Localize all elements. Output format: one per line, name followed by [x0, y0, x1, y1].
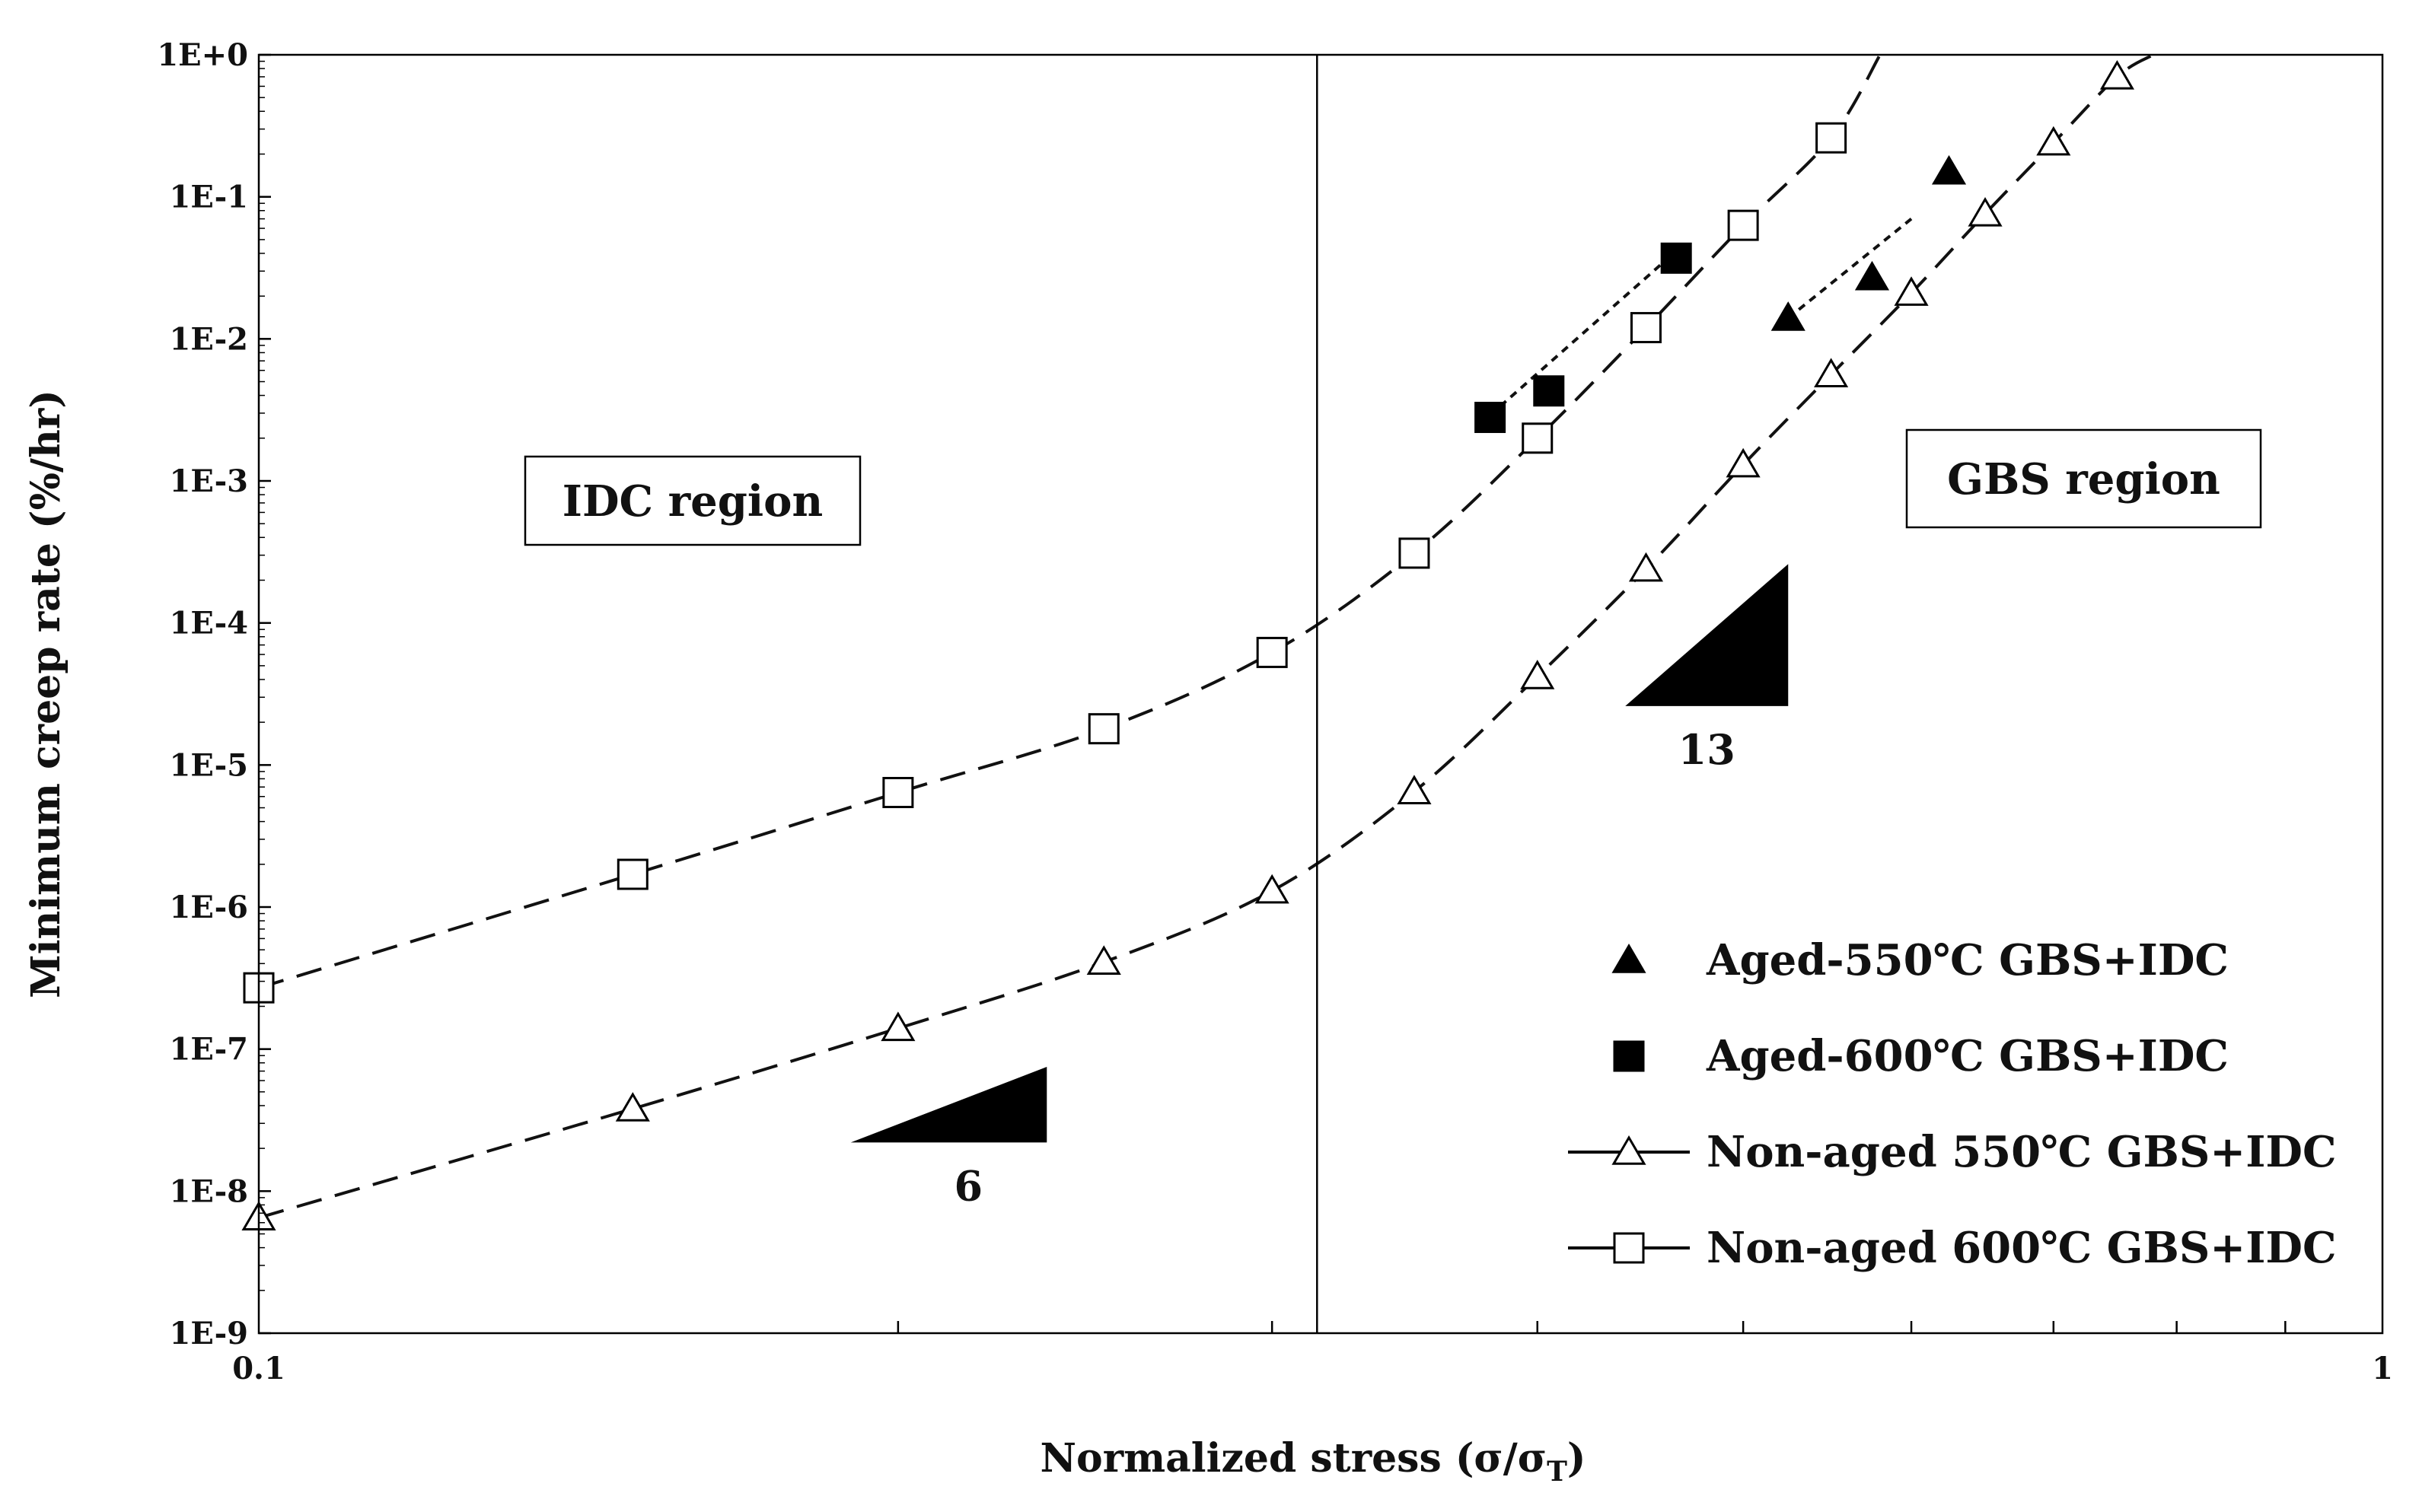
- aged-550-gbs-idc-point: [1931, 154, 1967, 185]
- x-tick-label: 1: [2372, 1351, 2393, 1386]
- aged-550-gbs-idc-point: [1770, 301, 1805, 331]
- non-aged-550-gbs-idc-point: [1726, 447, 1761, 478]
- idc-region-label: IDC region: [563, 476, 823, 527]
- non-aged-600-gbs-idc-point: [617, 858, 649, 890]
- data-markers: [241, 59, 2134, 1230]
- slope-triangle-6: [850, 1066, 1047, 1143]
- gbs-region-label: GBS region: [1947, 454, 2220, 505]
- plot-frame: [257, 53, 2384, 1335]
- y-tick-label: 1E-1: [170, 180, 249, 215]
- legend-marker-non-aged-600-gbs-idc: [1613, 1232, 1645, 1264]
- aged-600-gbs-idc-point: [1474, 402, 1506, 434]
- legend-label-non-aged-550-gbs-idc: Non-aged 550℃ GBS+IDC: [1707, 1127, 2337, 1177]
- non-aged-550-gbs-idc-point: [1814, 358, 1849, 388]
- non-aged-600-gbs-idc-point: [882, 777, 914, 809]
- y-tick-label: 1E-5: [170, 747, 249, 783]
- slope-triangle-13: [1625, 564, 1789, 706]
- non-aged-550-gbs-idc-point: [1397, 775, 1432, 804]
- non-aged-550-gbs-idc-point: [881, 1011, 916, 1042]
- gbs-region-box: [1905, 428, 2262, 529]
- legend-label-non-aged-600-gbs-idc: Non-aged 600℃ GBS+IDC: [1707, 1223, 2337, 1273]
- non-aged-600-gbs-idc-point: [1522, 422, 1554, 454]
- legend: Aged-550℃ GBS+IDC Aged-600℃ GBS+IDC Non-ag…: [1568, 935, 2337, 1273]
- non-aged-550-gbs-idc-point: [1254, 874, 1289, 904]
- slope-label-13: 13: [1678, 725, 1735, 774]
- non-aged-550-gbs-idc-point: [1894, 276, 1929, 306]
- non-aged-550-gbs-idc-point: [2099, 59, 2134, 90]
- y-tick-label: 1E-8: [170, 1173, 249, 1209]
- aged-600-gbs-idc-point: [1533, 375, 1565, 407]
- non-aged-550-gbs-idc-point: [2036, 126, 2071, 156]
- slope-label-6: 6: [954, 1161, 983, 1210]
- aged-600-gbs-idc-point: [1660, 242, 1692, 274]
- non-aged-600-gbs-idc-point: [1727, 209, 1759, 241]
- y-tick-label: 1E-4: [170, 606, 249, 641]
- non-aged-550-gbs-idc-point: [1520, 660, 1555, 689]
- idc-region-box: [524, 455, 862, 546]
- legend-marker-aged-600-gbs-idc: [1613, 1040, 1645, 1072]
- aged-550-gbs-idc-point: [1854, 260, 1890, 291]
- y-tick-label: 1E-3: [170, 463, 249, 499]
- slope-triangles: 6 13: [850, 564, 1789, 1210]
- y-tick-label: 1E-7: [170, 1032, 249, 1068]
- non-aged-550-gbs-idc-point: [615, 1092, 650, 1122]
- non-aged-600-gbs-idc-point: [1815, 122, 1847, 154]
- axes: 1E+0 1E-1 1E-2 1E-3 1E-4 1E-5 1E-6 1E-7 1E-8 1E-9…: [157, 37, 2393, 1386]
- non-aged-600-gbs-idc-point: [1256, 636, 1288, 668]
- legend-marker-aged-550-gbs-idc: [1611, 944, 1646, 973]
- non-aged-600-gbs-idc-point: [1398, 537, 1430, 569]
- legend-marker-non-aged-550-gbs-idc: [1611, 1135, 1646, 1165]
- non-aged-550-gbs-idc-point: [1086, 945, 1121, 975]
- aged-600-gbs-idc-fit-line: [1489, 258, 1668, 417]
- y-tick-label: 1E-2: [170, 321, 249, 357]
- non-aged-550-gbs-idc-point: [1968, 196, 2003, 227]
- x-tick-label: 0.1: [232, 1351, 285, 1386]
- y-tick-label: 1E-9: [170, 1316, 249, 1351]
- region-boxes: IDC region GBS region: [524, 428, 2262, 546]
- non-aged-550-gbs-idc-point: [1628, 552, 1664, 582]
- legend-label-aged-600-gbs-idc: Aged-600℃ GBS+IDC: [1706, 1031, 2229, 1081]
- non-aged-600-gbs-idc-point: [1630, 312, 1662, 344]
- y-axis-title: Minimum creep rate (%/hr): [23, 390, 69, 998]
- non-aged-600-gbs-idc-point: [1088, 713, 1120, 745]
- y-tick-label: 1E-6: [170, 890, 249, 925]
- y-tick-label: 1E+0: [157, 37, 248, 73]
- x-axis-title: Normalized stress (σ/σT): [1040, 1435, 1586, 1488]
- legend-label-aged-550-gbs-idc: Aged-550℃ GBS+IDC: [1706, 935, 2229, 985]
